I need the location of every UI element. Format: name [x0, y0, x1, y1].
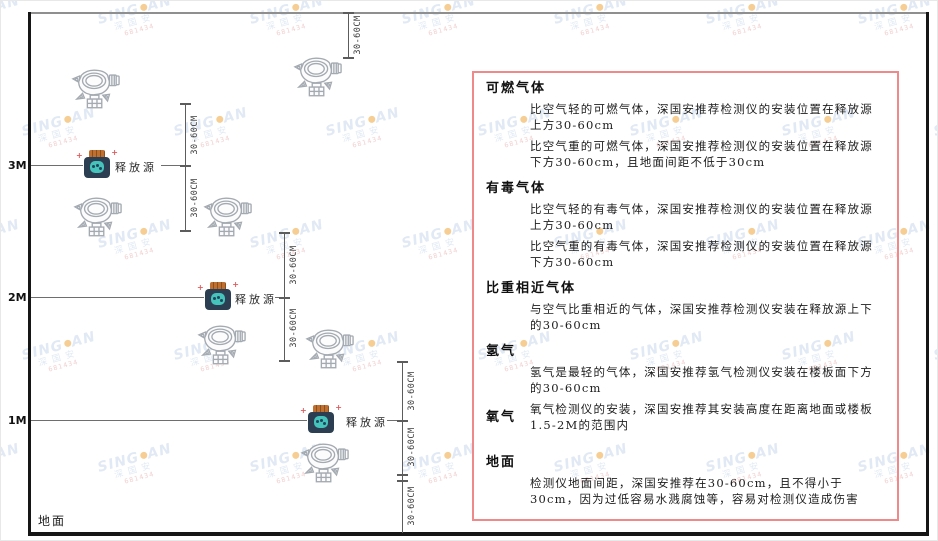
gas-symbol: [314, 416, 328, 428]
canister-body: [308, 412, 334, 433]
section-heading: 可燃气体: [486, 81, 547, 96]
section-paragraph: 比空气轻的可燃气体，深国安推荐检测仪的安装位置在释放源上方30-60cm: [530, 102, 873, 132]
canister-cap: [210, 282, 226, 290]
dimension-tick: [180, 165, 191, 167]
installation-notes-panel: 可燃气体 比空气轻的可燃气体，深国安推荐检测仪的安装位置在释放源上方30-60c…: [472, 71, 899, 521]
dimension-tick: [397, 420, 408, 422]
section-heading: 地面: [486, 455, 517, 470]
dimension-line: [402, 362, 403, 533]
dimension-label: 30-60CM: [190, 178, 200, 218]
gas-detector-icon: [197, 323, 247, 366]
height-label-2m: 2M: [8, 291, 27, 304]
release-source-icon: + +: [76, 149, 118, 178]
right-wall-line: [926, 12, 929, 535]
canister-body: [84, 157, 110, 178]
gas-detector-icon: [73, 195, 123, 238]
section-paragraph: 氢气是最轻的气体，深国安推荐氢气检测仪安装在楼板面下方的30-60cm: [530, 365, 873, 395]
dimension-label: 30-60CM: [289, 245, 299, 285]
gas-detector-icon: [300, 441, 350, 484]
gas-symbol: [90, 161, 104, 173]
section-paragraph: 比空气轻的有毒气体，深国安推荐检测仪的安装位置在释放源上方30-60cm: [530, 202, 873, 232]
dimension-tick: [343, 57, 354, 59]
section-ground: 地面 检测仪地面间距，深国安推荐在30-60cm，且不得小于30cm，因为过低容…: [486, 451, 885, 507]
dimension-label: 30-60CM: [190, 115, 200, 155]
dimension-label: 30-60CM: [289, 308, 299, 348]
release-source-label: 释放源: [346, 416, 388, 429]
floor-line: [28, 532, 929, 536]
dimension-tick: [397, 480, 408, 482]
gas-detector-icon: [71, 67, 121, 110]
dimension-line: [348, 13, 349, 58]
section-paragraph: 比空气重的可燃气体，深国安推荐检测仪的安装位置在释放源下方30-60cm，且地面…: [530, 139, 873, 169]
release-source-label: 释放源: [235, 293, 277, 306]
gas-detector-icon: [293, 55, 343, 98]
dimension-label: 30-60CM: [407, 486, 417, 526]
left-wall-line: [28, 12, 31, 535]
section-paragraph: 氧气检测仪的安装，深国安推荐其安装高度在距离地面或楼板1.5-2M的范围内: [530, 402, 873, 432]
level-line-2m: [31, 297, 204, 298]
ground-label: 地面: [38, 514, 67, 528]
dimension-tick: [397, 474, 408, 476]
spark-icon: +: [197, 283, 204, 292]
dimension-label: 30-60CM: [353, 15, 363, 55]
level-line-1m: [31, 420, 307, 421]
dimension-tick: [279, 297, 290, 299]
dimension-tick: [279, 360, 290, 362]
connector-line: [161, 165, 183, 166]
spark-icon: +: [335, 403, 342, 412]
dimension-tick: [180, 230, 191, 232]
height-label-3m: 3M: [8, 159, 27, 172]
section-flammable-gas: 可燃气体 比空气轻的可燃气体，深国安推荐检测仪的安装位置在释放源上方30-60c…: [486, 77, 885, 170]
dimension-tick: [279, 232, 290, 234]
connector-line: [387, 420, 401, 421]
dimension-label: 30-60CM: [407, 371, 417, 411]
gas-detector-icon: [305, 327, 355, 370]
section-paragraph: 比空气重的有毒气体，深国安推荐检测仪的安装位置在释放源下方30-60cm: [530, 239, 873, 269]
section-heading: 氢气: [486, 344, 517, 359]
section-heading: 有毒气体: [486, 181, 547, 196]
spark-icon: +: [232, 280, 239, 289]
canister-body: [205, 289, 231, 310]
release-source-icon: + +: [197, 281, 239, 310]
section-paragraph: 与空气比重相近的气体，深国安推荐检测仪安装在释放源上下的30-60cm: [530, 302, 873, 332]
spark-icon: +: [76, 151, 83, 160]
level-line-3m: [31, 165, 83, 166]
section-heading: 氧气: [486, 410, 517, 425]
section-similar-density-gas: 比重相近气体 与空气比重相近的气体，深国安推荐检测仪安装在释放源上下的30-60…: [486, 277, 885, 333]
spark-icon: +: [111, 148, 118, 157]
dimension-tick: [180, 103, 191, 105]
section-hydrogen: 氢气 氢气是最轻的气体，深国安推荐氢气检测仪安装在楼板面下方的30-60cm: [486, 340, 885, 396]
section-paragraph: 检测仪地面间距，深国安推荐在30-60cm，且不得小于30cm，因为过低容易水溅…: [530, 476, 859, 506]
canister-cap: [313, 405, 329, 413]
gas-symbol: [211, 293, 225, 305]
dimension-tick: [343, 12, 354, 14]
dimension-line: [185, 104, 186, 231]
release-source-icon: + +: [300, 404, 342, 433]
section-toxic-gas: 有毒气体 比空气轻的有毒气体，深国安推荐检测仪的安装位置在释放源上方30-60c…: [486, 177, 885, 270]
gas-detector-icon: [203, 195, 253, 238]
height-label-1m: 1M: [8, 414, 27, 427]
section-heading: 比重相近气体: [486, 281, 577, 296]
release-source-label: 释放源: [115, 161, 157, 174]
dimension-tick: [397, 361, 408, 363]
spark-icon: +: [300, 406, 307, 415]
section-oxygen: 氧气 氧气检测仪的安装，深国安推荐其安装高度在距离地面或楼板1.5-2M的范围内: [486, 401, 885, 433]
ceiling-line: [28, 12, 929, 14]
canister-cap: [89, 150, 105, 158]
dimension-label: 30-60CM: [407, 427, 417, 467]
